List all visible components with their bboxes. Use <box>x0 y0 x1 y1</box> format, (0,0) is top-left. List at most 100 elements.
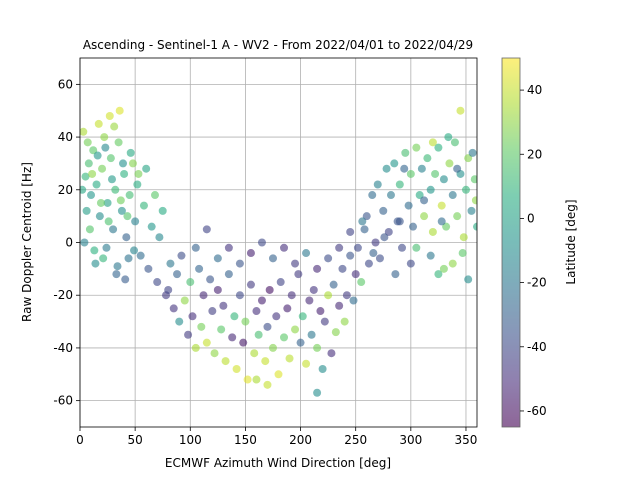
scatter-point <box>177 251 186 260</box>
scatter-point <box>133 180 142 189</box>
scatter-point <box>166 259 175 268</box>
y-tick-label: 40 <box>58 130 73 144</box>
scatter-point <box>268 254 277 263</box>
scatter-point <box>324 254 333 263</box>
scatter-point <box>136 251 145 260</box>
scatter-point <box>123 212 132 221</box>
colorbar-tick-label: -20 <box>527 276 547 290</box>
scatter-point <box>155 233 164 242</box>
scatter-point <box>338 264 347 273</box>
x-tick-label: 100 <box>179 433 202 447</box>
scatter-point <box>473 222 477 231</box>
scatter-point <box>239 338 248 347</box>
scatter-point <box>219 301 228 310</box>
scatter-point <box>252 307 261 316</box>
scatter-point <box>313 343 322 352</box>
scatter-point <box>313 388 322 397</box>
scatter-point <box>437 217 446 226</box>
scatter-point <box>287 291 296 300</box>
scatter-point <box>268 343 277 352</box>
scatter-point <box>309 285 318 294</box>
scatter-point <box>448 259 457 268</box>
scatter-point <box>412 243 421 252</box>
scatter-point <box>453 212 462 221</box>
scatter-point <box>184 330 193 339</box>
scatter-point <box>102 243 111 252</box>
scatter-point <box>243 375 252 384</box>
scatter-point <box>115 106 124 115</box>
scatter-point <box>384 227 393 236</box>
scatter-point <box>409 222 418 231</box>
scatter-point <box>92 180 101 189</box>
scatter-point <box>360 225 369 234</box>
scatter-point <box>246 280 255 289</box>
scatter-point <box>375 254 384 263</box>
scatter-point <box>139 201 148 210</box>
x-tick-label: 250 <box>344 433 367 447</box>
scatter-point <box>98 164 107 173</box>
scatter-point <box>439 264 448 273</box>
scatter-point <box>188 312 197 321</box>
scatter-point <box>134 169 143 178</box>
scatter-point <box>85 225 94 234</box>
y-axis-label: Raw Doppler Centroid [Hz] <box>20 162 34 322</box>
scatter-point <box>232 365 241 374</box>
scatter-point <box>442 222 451 231</box>
x-tick-label: 0 <box>76 433 84 447</box>
scatter-point <box>423 154 432 163</box>
scatter-point <box>439 175 448 184</box>
scatter-point <box>101 143 110 152</box>
scatter-point <box>83 138 92 147</box>
scatter-point <box>412 143 421 152</box>
scatter-point <box>434 270 443 279</box>
scatter-point <box>373 180 382 189</box>
scatter-point <box>113 262 122 271</box>
scatter-point <box>197 322 206 331</box>
scatter-point <box>456 106 465 115</box>
scatter-point <box>382 164 391 173</box>
scatter-point <box>202 338 211 347</box>
colorbar-tick-label: 0 <box>527 211 535 225</box>
scatter-point <box>147 222 156 231</box>
scatter-point <box>235 291 244 300</box>
scatter-point <box>276 278 285 287</box>
scatter-point <box>144 264 153 273</box>
scatter-point <box>431 169 440 178</box>
scatter-point <box>142 164 151 173</box>
scatter-point <box>128 159 137 168</box>
scatter-point <box>202 225 211 234</box>
scatter-point <box>241 317 250 326</box>
scatter-point <box>82 206 91 215</box>
scatter-point <box>93 151 102 160</box>
scatter-point <box>324 291 333 300</box>
scatter-point <box>112 270 121 279</box>
scatter-point <box>346 251 355 260</box>
x-axis-label: ECMWF Azimuth Wind Direction [deg] <box>165 456 391 470</box>
scatter-point <box>340 317 349 326</box>
scatter-point <box>252 375 261 384</box>
scatter-point <box>283 304 292 313</box>
scatter-point <box>357 278 366 287</box>
scatter-point <box>175 317 184 326</box>
scatter-point <box>464 154 473 163</box>
scatter-point <box>94 119 103 128</box>
scatter-point <box>191 343 200 352</box>
scatter-point <box>158 206 167 215</box>
scatter-point <box>285 354 294 363</box>
scatter-point <box>87 191 96 200</box>
scatter-point <box>254 330 263 339</box>
scatter-point <box>371 238 380 247</box>
scatter-point <box>471 196 477 205</box>
scatter-point <box>119 159 128 168</box>
scatter-point <box>114 138 123 147</box>
scatter-point <box>351 270 360 279</box>
scatter-point <box>417 164 426 173</box>
scatter-point <box>459 233 468 242</box>
scatter-point <box>265 285 274 294</box>
scatter-point <box>468 148 477 157</box>
scatter-point <box>228 333 237 342</box>
scatter-point <box>195 264 204 273</box>
scatter-point <box>450 138 459 147</box>
scatter-point <box>109 225 118 234</box>
scatter-point <box>116 196 125 205</box>
